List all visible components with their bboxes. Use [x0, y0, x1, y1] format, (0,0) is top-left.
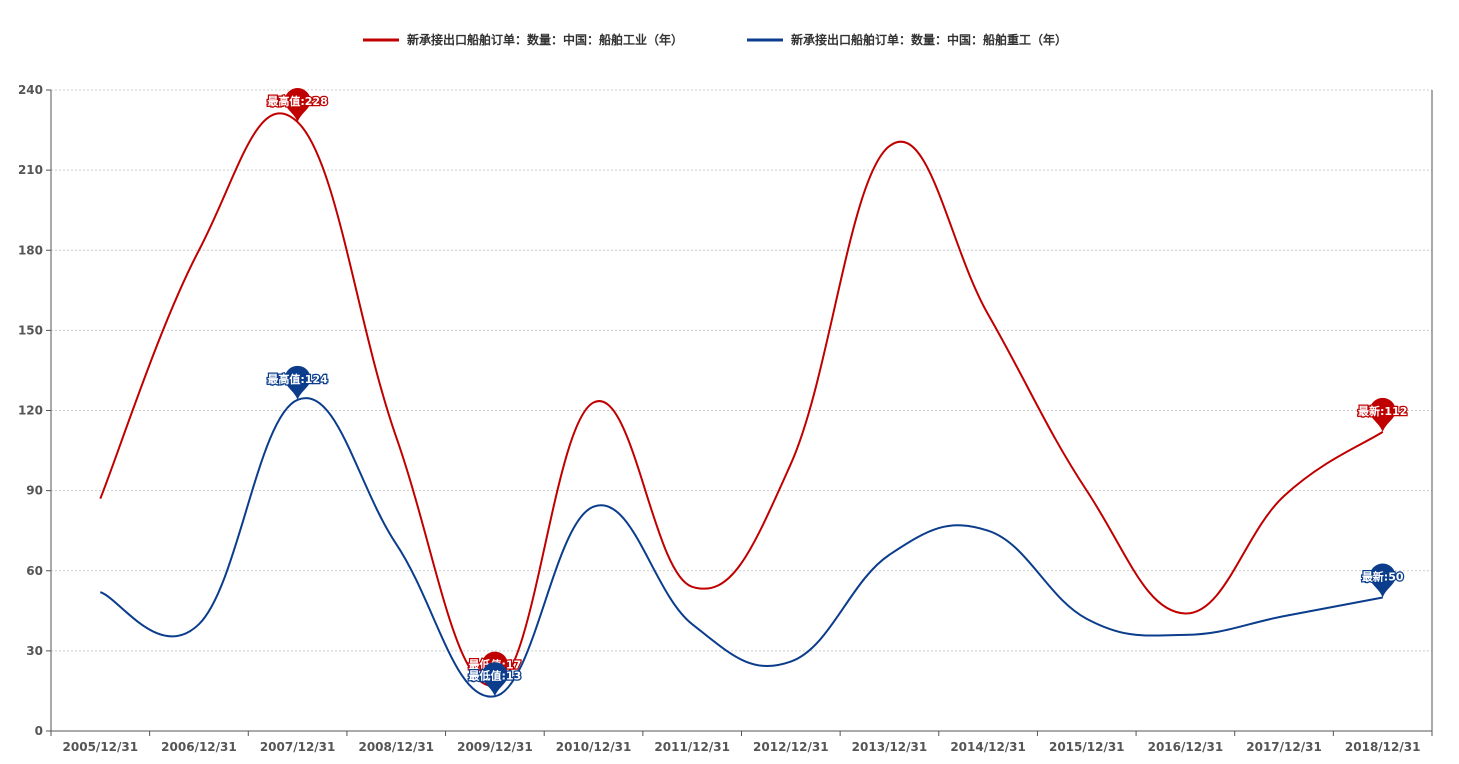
marker-pin-shape — [1369, 563, 1396, 598]
x-tick-label: 2015/12/31 — [1049, 740, 1125, 754]
x-tick-label: 2016/12/31 — [1148, 740, 1224, 754]
x-tick-label: 2009/12/31 — [457, 740, 533, 754]
x-tick-label: 2018/12/31 — [1345, 740, 1421, 754]
axes — [50, 90, 1433, 736]
series-lines — [99, 112, 1384, 698]
marker-pin-shape — [284, 88, 311, 123]
marker-label: 最新:50 — [1362, 569, 1404, 583]
marker-label: 最新:112 — [1358, 404, 1407, 418]
y-tick-label: 180 — [18, 243, 43, 257]
legend-item-1[interactable]: 新承接出口船舶订单：数量：中国：船舶工业（年） — [363, 32, 683, 47]
grid-lines — [46, 89, 1432, 732]
y-axis-tick-labels: 0 30 60 90 120 150 180 210 240 — [18, 83, 43, 738]
marker-pin-max[interactable]: 最高值:228 — [266, 88, 329, 123]
x-tick-label: 2010/12/31 — [556, 740, 632, 754]
x-axis-tick-labels: 2005/12/31 2006/12/31 2007/12/31 2008/12/31… — [63, 740, 1421, 754]
y-tick-label: 240 — [18, 83, 43, 97]
x-tick-label: 2011/12/31 — [654, 740, 730, 754]
legend-label: 新承接出口船舶订单：数量：中国：船舶重工（年） — [791, 32, 1067, 47]
legend[interactable]: 新承接出口船舶订单：数量：中国：船舶工业（年） 新承接出口船舶订单：数量：中国：船… — [363, 32, 1067, 47]
legend-label: 新承接出口船舶订单：数量：中国：船舶工业（年） — [407, 32, 683, 47]
y-tick-label: 210 — [18, 163, 43, 177]
legend-item-2[interactable]: 新承接出口船舶订单：数量：中国：船舶重工（年） — [747, 32, 1067, 47]
x-tick-label: 2008/12/31 — [358, 740, 434, 754]
x-tick-label: 2005/12/31 — [63, 740, 139, 754]
marker-label: 最低值:13 — [469, 668, 522, 682]
marker-pin-max[interactable]: 最高值:124 — [266, 365, 329, 400]
y-tick-label: 0 — [35, 724, 43, 738]
y-tick-label: 30 — [26, 644, 43, 658]
x-tick-label: 2014/12/31 — [950, 740, 1026, 754]
marker-pin-shape — [1369, 397, 1396, 432]
x-tick-label: 2006/12/31 — [161, 740, 237, 754]
series-line-1 — [99, 112, 1384, 687]
x-tick-label: 2013/12/31 — [852, 740, 928, 754]
y-tick-label: 120 — [18, 404, 43, 418]
marker-pin-latest[interactable]: 最新:50 — [1361, 563, 1405, 598]
marker-pin-shape — [284, 365, 311, 400]
x-tick-label: 2017/12/31 — [1246, 740, 1322, 754]
marker-label: 最高值:124 — [267, 372, 328, 386]
series-line-2 — [99, 397, 1383, 698]
y-tick-label: 90 — [26, 484, 43, 498]
y-tick-label: 150 — [18, 323, 43, 337]
marker-label: 最高值:228 — [267, 94, 327, 108]
x-tick-label: 2012/12/31 — [753, 740, 829, 754]
x-tick-label: 2007/12/31 — [260, 740, 336, 754]
marker-pin-min[interactable]: 最低值:13 — [467, 662, 523, 697]
y-tick-label: 60 — [26, 564, 43, 578]
marker-pin-shape — [481, 662, 508, 697]
marker-pin-latest[interactable]: 最新:112 — [1357, 397, 1409, 432]
